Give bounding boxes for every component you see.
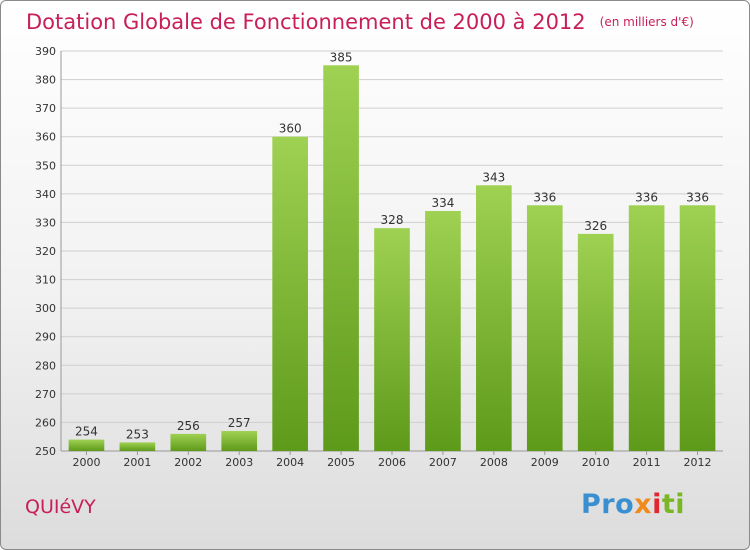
data-label: 336 <box>533 190 556 204</box>
data-label: 385 <box>330 50 353 64</box>
x-tick-label: 2004 <box>276 456 304 469</box>
y-tick-label: 320 <box>35 245 56 258</box>
proxiti-logo: Proxiti <box>581 489 685 520</box>
y-tick-label: 260 <box>35 416 56 429</box>
chart-title: Dotation Globale de Fonctionnement de 20… <box>26 10 586 34</box>
bar <box>119 442 156 451</box>
y-tick-label: 250 <box>35 445 56 458</box>
y-tick-label: 310 <box>35 274 56 287</box>
bar <box>476 185 512 452</box>
x-tick-label: 2006 <box>378 456 406 469</box>
x-tick-label: 2003 <box>225 456 253 469</box>
y-tick-label: 360 <box>35 131 56 144</box>
bar <box>323 65 359 452</box>
data-label: 326 <box>584 219 607 233</box>
y-tick-label: 380 <box>35 74 56 87</box>
y-tick-label: 280 <box>35 359 56 372</box>
bar <box>68 439 105 451</box>
x-tick-label: 2010 <box>582 456 610 469</box>
chart-unit: (en milliers d'€) <box>599 15 694 29</box>
bar <box>272 136 308 451</box>
x-tick-label: 2008 <box>480 456 508 469</box>
data-label: 334 <box>431 196 454 210</box>
x-tick-label: 2005 <box>327 456 355 469</box>
place-name: QUIéVY <box>25 496 96 518</box>
x-tick-label: 2011 <box>633 456 661 469</box>
logo-part-ti: ti <box>661 489 686 520</box>
y-tick-label: 370 <box>35 102 56 115</box>
y-tick-label: 330 <box>35 216 56 229</box>
bar <box>628 205 665 451</box>
logo-part-x: x <box>634 489 653 520</box>
bar <box>425 211 461 451</box>
data-label: 343 <box>482 170 505 184</box>
data-label: 360 <box>279 122 302 136</box>
x-tick-label: 2002 <box>174 456 202 469</box>
data-label: 254 <box>75 425 98 439</box>
y-tick-label: 290 <box>35 331 56 344</box>
data-label: 253 <box>126 427 149 441</box>
y-tick-label: 270 <box>35 388 56 401</box>
x-tick-label: 2009 <box>531 456 559 469</box>
data-label: 256 <box>177 419 200 433</box>
x-tick-label: 2001 <box>123 456 151 469</box>
chart-title-block: Dotation Globale de Fonctionnement de 20… <box>26 10 694 34</box>
x-tick-label: 2007 <box>429 456 457 469</box>
y-tick-label: 340 <box>35 188 56 201</box>
data-label: 336 <box>686 190 709 204</box>
bar <box>679 205 716 451</box>
bar <box>374 228 410 451</box>
bar <box>526 205 563 451</box>
bar <box>577 233 614 451</box>
data-label: 257 <box>228 416 251 430</box>
logo-part-pro: Pro <box>581 489 635 520</box>
bar <box>170 433 207 451</box>
data-label: 336 <box>635 190 658 204</box>
y-tick-label: 390 <box>35 45 56 58</box>
logo-part-i: i <box>652 489 662 520</box>
bar <box>221 431 258 451</box>
y-tick-label: 300 <box>35 302 56 315</box>
data-label: 328 <box>381 213 404 227</box>
y-tick-label: 350 <box>35 159 56 172</box>
x-tick-label: 2012 <box>684 456 712 469</box>
x-tick-label: 2000 <box>72 456 100 469</box>
